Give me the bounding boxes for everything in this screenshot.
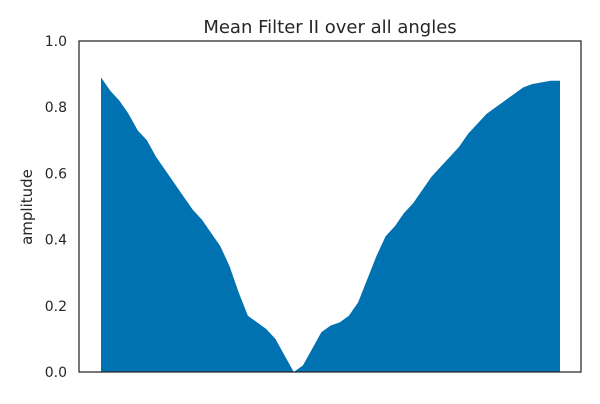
axes-frame: [78, 40, 582, 373]
y-tick-label: 0.6: [45, 166, 67, 182]
y-tick-label: 0.4: [45, 233, 67, 249]
y-tick-label: 0.2: [45, 299, 67, 315]
y-tick-label: 0.0: [45, 365, 67, 381]
y-tick-label: 1.0: [45, 34, 67, 50]
plot-area: [101, 77, 560, 372]
chart-title: Mean Filter II over all angles: [203, 17, 456, 38]
y-tick-label: 0.8: [45, 100, 67, 116]
area-series-fill: [101, 77, 560, 372]
y-axis-label: amplitude: [18, 169, 36, 245]
y-axis-ticks: 0.0 0.2 0.4 0.6 0.8 1.0: [45, 34, 67, 381]
